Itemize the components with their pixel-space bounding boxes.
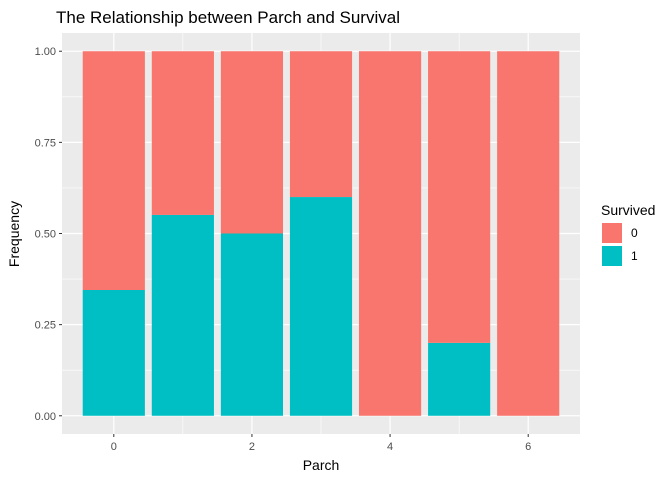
bar-parch-3-survived-0 bbox=[289, 51, 353, 198]
bar-parch-5-survived-0 bbox=[428, 51, 491, 343]
bar-parch-6-survived-0 bbox=[497, 51, 560, 416]
bar-parch-5-survived-1 bbox=[428, 342, 491, 416]
y-tick-label: 0.25 bbox=[35, 320, 56, 332]
y-axis: 0.00 0.25 0.50 0.75 1.00 bbox=[35, 46, 62, 423]
y-tick-label: 0.00 bbox=[35, 411, 56, 423]
legend-title: Survived bbox=[601, 202, 655, 218]
x-axis-title: Parch bbox=[303, 457, 340, 473]
legend-label-1: 1 bbox=[631, 249, 638, 263]
bar-parch-0-survived-1 bbox=[82, 290, 145, 416]
x-tick-label: 2 bbox=[249, 441, 255, 453]
x-tick-label: 0 bbox=[111, 441, 117, 453]
bar-parch-2-survived-0 bbox=[220, 51, 284, 234]
legend: Survived 0 1 bbox=[601, 202, 655, 266]
bar-parch-3-survived-1 bbox=[289, 197, 353, 416]
x-tick-label: 4 bbox=[387, 441, 393, 453]
bar-parch-1-survived-1 bbox=[151, 214, 214, 416]
y-axis-title: Frequency bbox=[6, 201, 22, 267]
y-tick-label: 0.75 bbox=[35, 137, 56, 149]
legend-swatch-1 bbox=[602, 246, 622, 266]
y-tick-label: 0.50 bbox=[35, 229, 56, 241]
x-tick-label: 6 bbox=[525, 441, 531, 453]
legend-label-0: 0 bbox=[631, 226, 638, 240]
bar-parch-1-survived-0 bbox=[151, 51, 214, 215]
bar-parch-4-survived-0 bbox=[358, 51, 422, 416]
y-tick-label: 1.00 bbox=[35, 46, 56, 58]
bars bbox=[82, 51, 560, 416]
chart-title: The Relationship between Parch and Survi… bbox=[56, 8, 400, 27]
bar-parch-2-survived-1 bbox=[220, 233, 284, 416]
bar-parch-0-survived-0 bbox=[82, 51, 145, 291]
x-axis: 0 2 4 6 bbox=[111, 434, 531, 453]
legend-swatch-0 bbox=[602, 223, 622, 243]
